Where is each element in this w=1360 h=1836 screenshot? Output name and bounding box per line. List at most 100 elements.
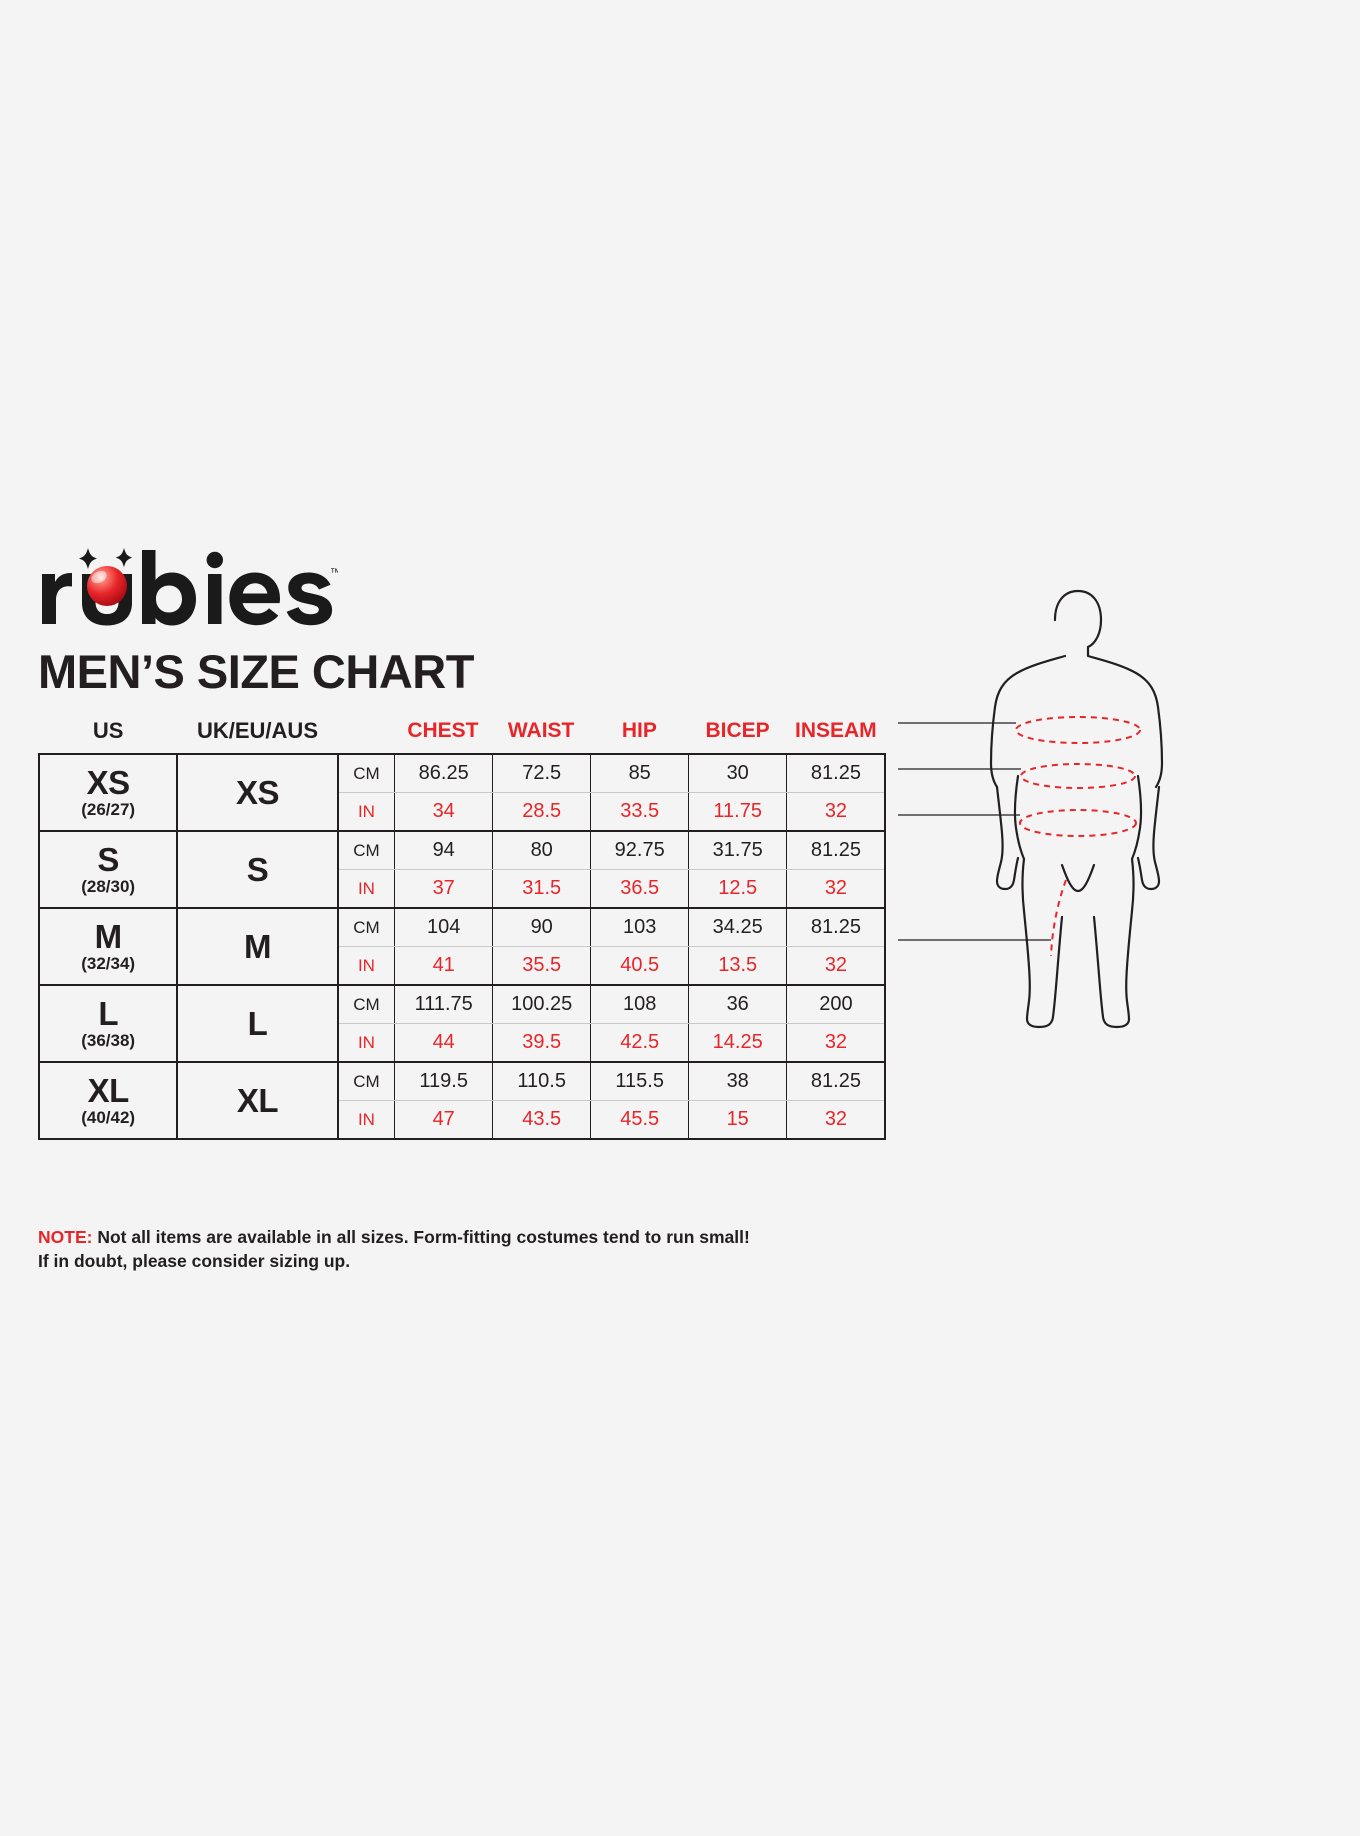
header-unit bbox=[338, 718, 394, 754]
uk-size-value: S bbox=[246, 850, 269, 888]
us-size-value: XL bbox=[87, 1071, 130, 1109]
cell-chest-cm: 119.5 bbox=[394, 1063, 494, 1101]
us-size-range: (28/30) bbox=[81, 877, 136, 897]
us-size-value: M bbox=[94, 917, 123, 955]
measurement-row-cm: CM 86.25 72.5 85 30 81.25 bbox=[338, 755, 885, 793]
cell-waist-cm: 72.5 bbox=[492, 755, 592, 793]
cell-measurements: CM 94 80 92.75 31.75 81.25 IN 37 31.5 36.5 12.5 32 bbox=[336, 830, 887, 909]
cell-bicep-cm: 36 bbox=[688, 986, 788, 1024]
measurement-row-cm: CM 111.75 100.25 108 36 200 bbox=[338, 986, 885, 1024]
cell-measurements: CM 104 90 103 34.25 81.25 IN 41 35.5 40.5 13.5 32 bbox=[336, 907, 887, 986]
measurement-row-cm: CM 119.5 110.5 115.5 38 81.25 bbox=[338, 1063, 885, 1101]
table-row: L (36/38) L CM 111.75 100.25 108 36 200 IN 44 39.5 4… bbox=[37, 984, 887, 1063]
cell-chest-in: 41 bbox=[394, 946, 494, 984]
measurement-row-cm: CM 94 80 92.75 31.75 81.25 bbox=[338, 832, 885, 870]
cell-uk-eu-aus-size: XS bbox=[176, 753, 339, 832]
cell-hip-cm: 108 bbox=[590, 986, 690, 1024]
cell-inseam-cm: 81.25 bbox=[786, 755, 885, 793]
cell-waist-in: 31.5 bbox=[492, 869, 592, 907]
uk-size-value: XS bbox=[235, 773, 280, 811]
cell-uk-eu-aus-size: M bbox=[176, 907, 339, 986]
table-row: S (28/30) S CM 94 80 92.75 31.75 81.25 IN 37 31.5 36… bbox=[37, 830, 887, 909]
measurement-row-in: IN 44 39.5 42.5 14.25 32 bbox=[338, 1023, 885, 1061]
cell-measurements: CM 86.25 72.5 85 30 81.25 IN 34 28.5 33.5 11.75 32 bbox=[336, 753, 887, 832]
cell-bicep-in: 14.25 bbox=[688, 1023, 788, 1061]
header-chest: CHEST bbox=[407, 719, 479, 742]
unit-label-in: IN bbox=[338, 1023, 396, 1061]
cell-inseam-cm: 81.25 bbox=[786, 1063, 885, 1101]
svg-text:™: ™ bbox=[330, 567, 338, 579]
cell-hip-cm: 92.75 bbox=[590, 832, 690, 870]
uk-size-value: XL bbox=[236, 1081, 279, 1119]
us-size-value: XS bbox=[86, 763, 131, 801]
cell-bicep-in: 12.5 bbox=[688, 869, 788, 907]
us-size-range: (26/27) bbox=[81, 800, 136, 820]
us-size-value: L bbox=[98, 994, 118, 1032]
cell-bicep-in: 15 bbox=[688, 1100, 788, 1138]
cell-measurements: CM 119.5 110.5 115.5 38 81.25 IN 47 43.5 45.5 15 32 bbox=[336, 1061, 887, 1140]
waist-band bbox=[1020, 763, 1136, 789]
chest-band bbox=[1015, 716, 1141, 744]
cell-uk-eu-aus-size: XL bbox=[176, 1061, 339, 1140]
cell-inseam-in: 32 bbox=[824, 877, 848, 899]
us-size-range: (32/34) bbox=[81, 954, 136, 974]
size-table-wrapper: US UK/EU/AUS CHEST WAIST HIP BICEP INSEA… bbox=[37, 718, 887, 1140]
cell-inseam-in: 32 bbox=[824, 1031, 848, 1053]
cell-chest-cm: 111.75 bbox=[394, 986, 494, 1024]
cell-waist-cm: 110.5 bbox=[492, 1063, 592, 1101]
unit-label-cm: CM bbox=[338, 832, 396, 870]
cell-bicep-cm: 38 bbox=[688, 1063, 788, 1101]
table-row: XL (40/42) XL CM 119.5 110.5 115.5 38 81.25 IN 47 4… bbox=[37, 1061, 887, 1140]
table-header-row: US UK/EU/AUS CHEST WAIST HIP BICEP INSEA… bbox=[39, 718, 885, 754]
cell-us-size: M (32/34) bbox=[37, 907, 179, 986]
measurement-row-in: IN 47 43.5 45.5 15 32 bbox=[338, 1100, 885, 1138]
cell-inseam-in: 32 bbox=[824, 800, 848, 822]
rubies-logo: ™ bbox=[38, 548, 338, 630]
unit-label-in: IN bbox=[338, 869, 396, 907]
cell-chest-cm: 86.25 bbox=[394, 755, 494, 793]
unit-label-cm: CM bbox=[338, 755, 396, 793]
cell-hip-in: 40.5 bbox=[590, 946, 690, 984]
cell-hip-cm: 85 bbox=[590, 755, 690, 793]
inseam-line bbox=[1050, 879, 1067, 957]
cell-waist-in: 43.5 bbox=[492, 1100, 592, 1138]
note-text-1: Not all items are available in all sizes… bbox=[92, 1227, 750, 1247]
note-label: NOTE: bbox=[38, 1227, 93, 1247]
body-diagram: CHEST WAIST HIPS INSEAM bbox=[890, 580, 1330, 1050]
header-hip: HIP bbox=[621, 719, 657, 742]
cell-bicep-in: 13.5 bbox=[688, 946, 788, 984]
measurement-row-cm: CM 104 90 103 34.25 81.25 bbox=[338, 909, 885, 947]
unit-label-in: IN bbox=[338, 946, 396, 984]
unit-label-cm: CM bbox=[338, 986, 396, 1024]
us-size-range: (36/38) bbox=[81, 1031, 136, 1051]
unit-label-in: IN bbox=[338, 792, 396, 830]
cell-inseam-cm: 200 bbox=[786, 986, 885, 1024]
cell-waist-cm: 80 bbox=[492, 832, 592, 870]
size-table: US UK/EU/AUS CHEST WAIST HIP BICEP INSEA… bbox=[37, 718, 887, 1140]
cell-uk-eu-aus-size: S bbox=[176, 830, 339, 909]
cell-chest-cm: 94 bbox=[394, 832, 494, 870]
us-size-range: (40/42) bbox=[81, 1108, 136, 1128]
uk-size-value: L bbox=[247, 1004, 268, 1042]
cell-us-size: XS (26/27) bbox=[37, 753, 179, 832]
note-text-2: If in doubt, please consider sizing up. bbox=[38, 1251, 351, 1272]
cell-bicep-cm: 34.25 bbox=[688, 909, 788, 947]
cell-hip-in: 42.5 bbox=[590, 1023, 690, 1061]
cell-waist-cm: 90 bbox=[492, 909, 592, 947]
cell-bicep-cm: 31.75 bbox=[688, 832, 788, 870]
cell-us-size: L (36/38) bbox=[37, 984, 179, 1063]
cell-chest-in: 44 bbox=[394, 1023, 494, 1061]
header-uk-eu-aus: UK/EU/AUS bbox=[196, 718, 318, 743]
table-row: M (32/34) M CM 104 90 103 34.25 81.25 IN 41 35.5 40.… bbox=[37, 907, 887, 986]
page-title: MEN’S SIZE CHART bbox=[38, 645, 474, 698]
cell-inseam-in: 32 bbox=[824, 954, 848, 976]
cell-hip-in: 33.5 bbox=[590, 792, 690, 830]
cell-waist-in: 39.5 bbox=[492, 1023, 592, 1061]
cell-us-size: S (28/30) bbox=[37, 830, 179, 909]
cell-chest-cm: 104 bbox=[394, 909, 494, 947]
cell-hip-cm: 103 bbox=[590, 909, 690, 947]
cell-bicep-cm: 30 bbox=[688, 755, 788, 793]
unit-label-cm: CM bbox=[338, 1063, 396, 1101]
cell-chest-in: 37 bbox=[394, 869, 494, 907]
